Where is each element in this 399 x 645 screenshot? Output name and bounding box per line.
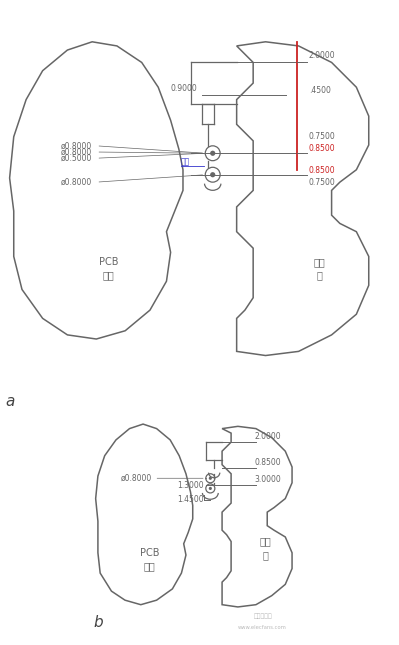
Text: 2.0000: 2.0000 (255, 432, 281, 441)
Circle shape (210, 172, 215, 177)
Text: 0.7500: 0.7500 (309, 177, 336, 186)
Text: 工艺
边: 工艺 边 (259, 537, 271, 560)
Text: ø0.8000: ø0.8000 (121, 474, 152, 482)
Text: ø0.8000: ø0.8000 (61, 141, 92, 150)
Text: 电子发烧友: 电子发烧友 (253, 613, 272, 619)
Text: 0.9000: 0.9000 (171, 84, 198, 94)
Text: a: a (6, 394, 15, 409)
Text: 0.8500: 0.8500 (309, 166, 336, 175)
Text: 工艺
边: 工艺 边 (313, 257, 325, 281)
Text: PCB
拼板: PCB 拼板 (140, 548, 160, 571)
Text: b: b (93, 615, 103, 630)
Text: PCB
拼板: PCB 拼板 (99, 257, 119, 281)
Text: ø0.8000: ø0.8000 (61, 177, 92, 186)
Circle shape (210, 151, 215, 156)
Text: 2.0000: 2.0000 (309, 52, 336, 61)
Text: 0.8500: 0.8500 (255, 459, 281, 468)
Text: 3.0000: 3.0000 (255, 475, 282, 484)
Text: 过孔: 过孔 (181, 157, 190, 166)
Text: www.elecfans.com: www.elecfans.com (238, 625, 287, 630)
Circle shape (209, 477, 212, 480)
Text: 1.4500: 1.4500 (178, 495, 204, 504)
Text: .4500: .4500 (309, 86, 331, 95)
Text: ø0.5000: ø0.5000 (61, 154, 92, 163)
Text: ø0.8000: ø0.8000 (61, 148, 92, 157)
Circle shape (209, 487, 212, 490)
Text: 0.8500: 0.8500 (309, 144, 336, 153)
Text: 0.7500: 0.7500 (309, 132, 336, 141)
Text: 1.3000: 1.3000 (178, 481, 204, 490)
